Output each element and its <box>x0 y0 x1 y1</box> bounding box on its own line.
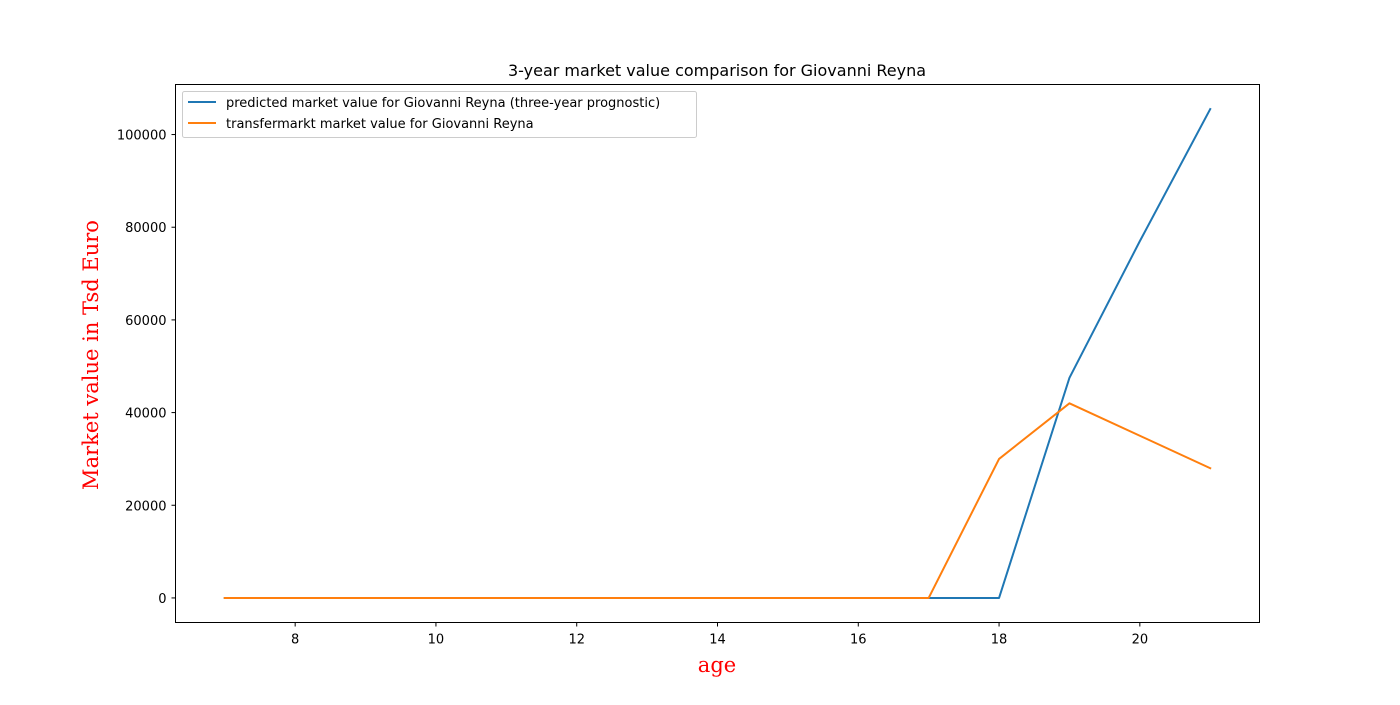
axis-ticks: 8 10 12 14 16 18 20 0 20000 40000 60000 80000 100000 <box>117 129 1148 648</box>
y-tick-label: 80000 <box>125 221 166 236</box>
x-tick-label: 10 <box>428 633 445 648</box>
series-lines <box>223 107 1212 599</box>
x-tick-label: 12 <box>568 633 585 648</box>
legend-label-predicted: predicted market value for Giovanni Reyn… <box>226 96 660 111</box>
y-tick-label: 0 <box>158 592 166 607</box>
legend-box <box>182 91 697 138</box>
plot-frame <box>175 84 1260 623</box>
chart-title: 3-year market value comparison for Giova… <box>508 61 926 80</box>
y-tick-label: 60000 <box>125 314 166 329</box>
x-tick-label: 18 <box>991 633 1008 648</box>
legend-label-transfermarkt: transfermarkt market value for Giovanni … <box>226 117 534 132</box>
x-tick-label: 16 <box>850 633 867 648</box>
y-tick-label: 20000 <box>125 499 166 514</box>
x-tick-label: 14 <box>709 633 726 648</box>
legend: predicted market value for Giovanni Reyn… <box>182 91 697 138</box>
x-axis-label: age <box>698 653 736 677</box>
transfermarkt-series-line <box>223 402 1212 599</box>
x-tick-label: 8 <box>291 633 299 648</box>
x-tick-label: 20 <box>1132 633 1149 648</box>
y-tick-label: 40000 <box>125 407 166 422</box>
y-axis-label: Market value in Tsd Euro <box>79 220 103 490</box>
y-tick-label: 100000 <box>117 129 167 144</box>
